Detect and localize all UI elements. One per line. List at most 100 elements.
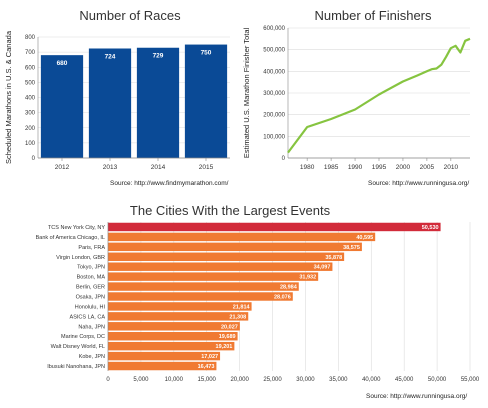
finishers-y-tick-label: 500,000 bbox=[263, 48, 285, 54]
races-y-tick-label: 200 bbox=[25, 126, 36, 132]
cities-bar bbox=[108, 232, 376, 242]
cities-bar-label: 28,984 bbox=[280, 285, 298, 291]
finishers-y-tick-label: 600,000 bbox=[263, 26, 285, 32]
cities-category-label: Honolulu, HI bbox=[75, 304, 106, 310]
cities-bar-label: 16,473 bbox=[198, 364, 215, 370]
races-y-tick-label: 100 bbox=[25, 141, 36, 147]
cities-bar bbox=[108, 292, 293, 301]
races-bar bbox=[184, 44, 228, 158]
cities-x-tick-label: 40,000 bbox=[362, 377, 381, 383]
races-y-tick-label: 600 bbox=[25, 65, 36, 71]
finishers-x-tick-label: 2010 bbox=[444, 164, 459, 171]
cities-category-label: ASICS LA, CA bbox=[70, 314, 106, 320]
cities-bar-label: 21,814 bbox=[233, 304, 251, 310]
races-y-tick-label: 700 bbox=[25, 50, 36, 56]
finishers-series-line bbox=[287, 37, 471, 154]
cities-bar bbox=[108, 262, 333, 271]
races-bar-label: 729 bbox=[153, 53, 164, 60]
cities-category-label: Marine Corps, DC bbox=[61, 334, 105, 340]
cities-category-label: Virgin London, GBR bbox=[56, 255, 105, 261]
races-x-tick-label: 2012 bbox=[55, 164, 70, 171]
finishers-x-tick-label: 1980 bbox=[300, 164, 315, 171]
cities-bar-label: 38,575 bbox=[343, 245, 360, 251]
cities-bar bbox=[108, 272, 319, 281]
cities-x-tick-label: 15,000 bbox=[198, 377, 217, 383]
cities-chart-title: The Cities With the Largest Events bbox=[129, 203, 331, 218]
races-y-tick-label: 500 bbox=[25, 80, 36, 86]
races-y-axis-title: Scheduled Marathons in U.S. & Canada bbox=[4, 30, 13, 164]
cities-bar-label: 19,201 bbox=[216, 344, 233, 350]
races-bar bbox=[40, 55, 84, 158]
races-y-tick-label: 300 bbox=[25, 111, 36, 117]
cities-bar bbox=[108, 351, 221, 361]
finishers-y-tick-label: 0 bbox=[282, 156, 286, 162]
races-y-tick-label: 0 bbox=[32, 156, 36, 162]
finishers-x-tick-label: 1995 bbox=[372, 164, 387, 171]
finishers-chart-title: Number of Finishers bbox=[314, 8, 432, 23]
cities-bar-label: 19,689 bbox=[219, 334, 236, 340]
cities-bar bbox=[108, 252, 345, 261]
cities-bar bbox=[108, 322, 240, 331]
cities-bar bbox=[108, 332, 238, 341]
races-bar bbox=[136, 47, 180, 158]
races-x-tick-label: 2013 bbox=[103, 164, 118, 171]
cities-bar-label: 17,027 bbox=[201, 354, 218, 360]
cities-bar bbox=[108, 312, 249, 321]
cities-x-tick-label: 50,000 bbox=[428, 377, 447, 383]
cities-category-label: Berlin, GER bbox=[76, 285, 105, 291]
cities-bar bbox=[108, 341, 235, 351]
cities-bar-label: 28,076 bbox=[274, 295, 291, 301]
cities-bar bbox=[108, 302, 252, 311]
cities-bar-label: 34,097 bbox=[314, 265, 331, 271]
cities-category-label: Walt Disney World, FL bbox=[51, 344, 105, 350]
cities-x-tick-label: 55,000 bbox=[461, 377, 480, 383]
cities-bar-label: 50,530 bbox=[422, 225, 439, 231]
cities-x-tick-label: 25,000 bbox=[263, 377, 282, 383]
cities-x-tick-label: 5,000 bbox=[133, 377, 149, 383]
races-source: Source: http://www.findmymarathon.com/ bbox=[110, 180, 229, 187]
cities-category-label: Naha, JPN bbox=[78, 324, 105, 330]
races-bar-label: 750 bbox=[201, 50, 212, 57]
cities-x-tick-label: 20,000 bbox=[230, 377, 249, 383]
cities-category-label: Osaka, JPN bbox=[76, 295, 105, 301]
cities-bar-label: 40,595 bbox=[356, 235, 373, 241]
races-y-tick-label: 400 bbox=[25, 96, 36, 102]
finishers-y-axis-title: Estimated U.S. Marathon Finisher Total bbox=[242, 28, 251, 159]
finishers-x-tick-label: 1985 bbox=[324, 164, 339, 171]
races-bar bbox=[88, 48, 132, 159]
finishers-x-tick-label: 2000 bbox=[396, 164, 411, 171]
cities-bar-label: 31,932 bbox=[299, 275, 316, 281]
finishers-y-tick-label: 200,000 bbox=[263, 113, 285, 119]
cities-category-label: TCS New York City, NY bbox=[48, 225, 105, 231]
cities-x-tick-label: 30,000 bbox=[296, 377, 315, 383]
cities-source: Source: http://www.runningusa.org/ bbox=[366, 393, 468, 400]
cities-category-label: Ibusuki Nanohana, JPN bbox=[47, 364, 105, 370]
cities-bar-label: 20,027 bbox=[221, 324, 238, 330]
finishers-x-tick-label: 2005 bbox=[420, 164, 435, 171]
races-x-tick-label: 2015 bbox=[199, 164, 214, 171]
cities-bar bbox=[108, 222, 441, 232]
cities-bar bbox=[108, 361, 217, 371]
cities-x-tick-label: 35,000 bbox=[329, 377, 348, 383]
cities-bar-label: 21,308 bbox=[229, 314, 246, 320]
cities-x-tick-label: 10,000 bbox=[165, 377, 184, 383]
races-x-tick-label: 2014 bbox=[151, 164, 166, 171]
finishers-y-tick-label: 300,000 bbox=[263, 91, 285, 97]
races-bar-label: 724 bbox=[105, 53, 116, 60]
cities-x-tick-label: 45,000 bbox=[395, 377, 414, 383]
cities-category-label: Boston, MA bbox=[77, 275, 106, 281]
finishers-y-tick-label: 100,000 bbox=[263, 134, 285, 140]
races-bar-label: 680 bbox=[57, 60, 68, 67]
cities-category-label: Bank of America Chicago, IL bbox=[36, 235, 105, 241]
cities-category-label: Tokyo, JPN bbox=[77, 265, 105, 271]
finishers-y-tick-label: 400,000 bbox=[263, 69, 285, 75]
finishers-source: Source: http://www.runningusa.org/ bbox=[368, 180, 470, 187]
cities-category-label: Kobe, JPN bbox=[79, 354, 105, 360]
races-y-tick-label: 800 bbox=[25, 35, 36, 41]
finishers-x-tick-label: 1990 bbox=[348, 164, 363, 171]
cities-x-tick-label: 0 bbox=[106, 377, 110, 383]
cities-category-label: Paris, FRA bbox=[78, 245, 105, 251]
races-chart-title: Number of Races bbox=[79, 8, 181, 23]
cities-bar-label: 35,878 bbox=[325, 255, 342, 261]
